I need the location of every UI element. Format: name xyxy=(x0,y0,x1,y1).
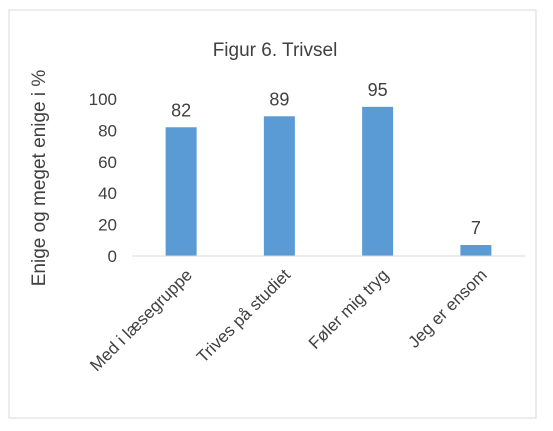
data-label: 82 xyxy=(171,100,191,120)
y-tick-labels: 0 20 40 60 80 100 xyxy=(89,90,117,266)
y-axis-label: Enige og meget enige i % xyxy=(29,70,50,287)
data-label: 89 xyxy=(269,89,289,109)
bar xyxy=(460,245,492,256)
y-tick-label: 20 xyxy=(98,216,117,235)
bar xyxy=(362,106,394,256)
y-tick-label: 0 xyxy=(108,247,117,266)
y-tick-label: 60 xyxy=(98,153,117,172)
data-labels: 82 89 95 7 xyxy=(171,80,481,238)
y-tick-label: 80 xyxy=(98,121,117,140)
data-label: 7 xyxy=(471,218,481,238)
data-label: 95 xyxy=(368,80,388,100)
y-tick-label: 40 xyxy=(98,184,117,203)
bar xyxy=(263,116,295,257)
bars xyxy=(165,106,492,257)
chart-title: Figur 6. Trivsel xyxy=(213,40,338,61)
bar xyxy=(165,127,197,256)
y-tick-label: 100 xyxy=(89,90,117,109)
